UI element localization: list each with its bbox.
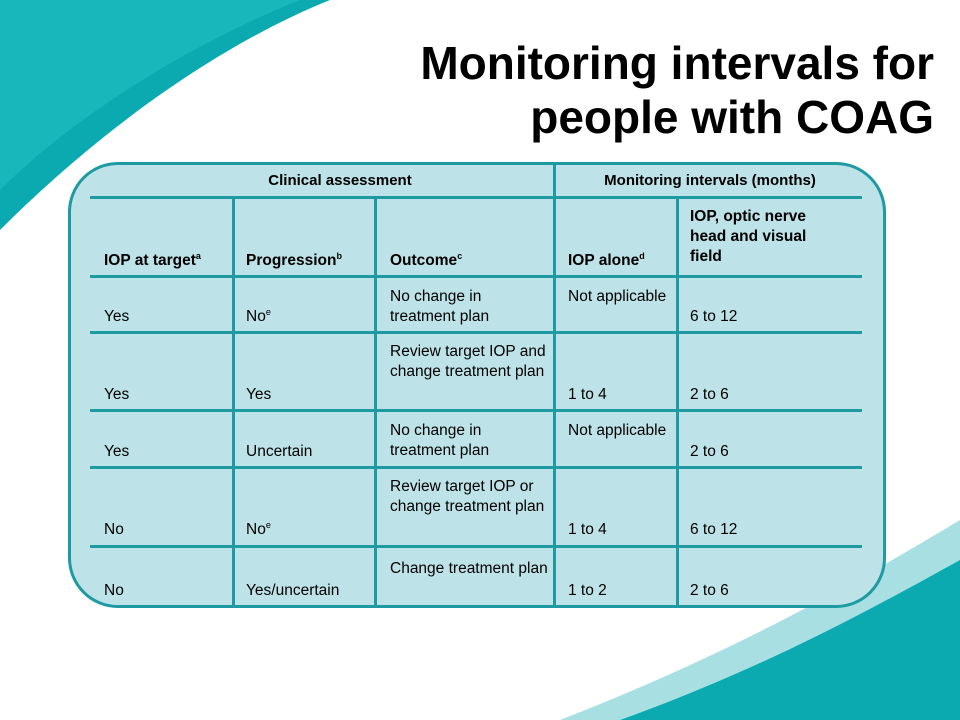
row3-progression: Noe — [246, 520, 271, 539]
row2-iop-alone: Not applicable — [568, 422, 667, 439]
row-separator-3 — [90, 466, 862, 469]
divider-group — [553, 165, 556, 605]
divider-col-1 — [232, 198, 235, 605]
header-separator — [90, 196, 862, 199]
col-header-outcome: Outcomec — [390, 251, 463, 270]
slide-title: Monitoring intervals for people with COA… — [234, 36, 934, 144]
top-left-swoosh-highlight — [0, 0, 300, 190]
table-panel — [68, 162, 886, 608]
row4-outcome: Change treatment plan — [390, 560, 548, 577]
row1-progression: Yes — [246, 386, 272, 403]
row4-progression: Yes/uncertain — [246, 582, 340, 599]
row-separator-2 — [90, 409, 862, 412]
row0-progression: Noe — [246, 307, 271, 326]
col-header-progression: Progressionb — [246, 251, 342, 270]
row1-outcome: Review target IOP and change treatment p… — [390, 343, 546, 380]
divider-col-2 — [374, 198, 377, 605]
row2-progression: Uncertain — [246, 443, 313, 460]
row4-all-tests: 2 to 6 — [690, 582, 729, 599]
col-header-iop-alone: IOP aloned — [568, 251, 645, 270]
row0-outcome: No change in treatment plan — [390, 288, 490, 325]
row3-outcome: Review target IOP or change treatment pl… — [390, 478, 545, 515]
row2-outcome: No change in treatment plan — [390, 422, 490, 459]
row1-iop-alone: 1 to 4 — [568, 386, 607, 403]
row4-iop-target: No — [104, 582, 124, 599]
row1-all-tests: 2 to 6 — [690, 386, 729, 403]
row-separator-4 — [90, 545, 862, 548]
row3-iop-alone: 1 to 4 — [568, 521, 607, 538]
title-line-1: Monitoring intervals for — [420, 37, 934, 89]
row2-all-tests: 2 to 6 — [690, 443, 729, 460]
row0-iop-target: Yes — [104, 308, 130, 325]
row3-iop-target: No — [104, 521, 124, 538]
row3-all-tests: 6 to 12 — [690, 521, 738, 538]
group-header-monitoring: Monitoring intervals (months) — [604, 172, 816, 189]
bottom-right-swoosh — [620, 560, 960, 720]
col-header-all-tests: IOP, optic nerve head and visual field — [690, 208, 807, 265]
group-header-clinical: Clinical assessment — [268, 172, 412, 189]
row4-iop-alone: 1 to 2 — [568, 582, 607, 599]
row2-iop-target: Yes — [104, 443, 130, 460]
divider-col-4 — [676, 198, 679, 605]
row0-iop-alone: Not applicable — [568, 288, 667, 305]
row-separator-1 — [90, 331, 862, 334]
row0-all-tests: 6 to 12 — [690, 308, 738, 325]
row-separator-0 — [90, 275, 862, 278]
col-header-iop-target: IOP at targeta — [104, 251, 201, 270]
title-line-2: people with COAG — [530, 91, 934, 143]
row1-iop-target: Yes — [104, 386, 130, 403]
